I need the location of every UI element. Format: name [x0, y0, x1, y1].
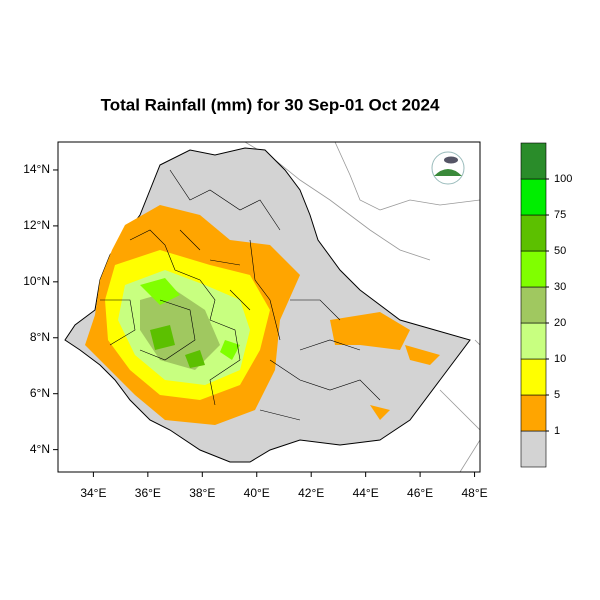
y-tick-label: 10°N: [23, 274, 50, 288]
y-tick-label: 8°N: [30, 330, 50, 344]
map-title: Total Rainfall (mm) for 30 Sep-01 Oct 20…: [101, 95, 440, 114]
region-border: [100, 169, 381, 421]
colorbar-box: [520, 286, 547, 324]
rain-area: [150, 325, 205, 368]
rain-area: [330, 312, 440, 420]
colorbar-box: [520, 250, 547, 288]
x-tick-label: 44°E: [353, 486, 379, 500]
colorbar-box: [520, 178, 547, 216]
colorbar-box: [520, 394, 547, 432]
x-tick-label: 38°E: [189, 486, 215, 500]
y-tick-label: 14°N: [23, 162, 50, 176]
x-tick-label: 36°E: [135, 486, 161, 500]
colorbar-box: [520, 430, 547, 468]
colorbar-label: 10: [554, 353, 566, 365]
x-tick-label: 46°E: [407, 486, 433, 500]
x-tick-label: 34°E: [80, 486, 106, 500]
x-tick-label: 40°E: [244, 486, 270, 500]
colorbar-box: [520, 142, 547, 180]
x-tick-label: 48°E: [461, 486, 487, 500]
colorbar-label: 100: [554, 173, 572, 185]
logo: [434, 169, 462, 176]
logo: [431, 151, 465, 185]
colorbar-label: 20: [554, 317, 566, 329]
y-tick-label: 6°N: [30, 386, 50, 400]
colorbar-label: 5: [554, 389, 560, 401]
colorbar: 1 5 10 20 30 50 75 100: [520, 142, 572, 468]
colorbar-box: [520, 214, 547, 252]
colorbar-box: [520, 358, 547, 396]
x-tick-label: 42°E: [298, 486, 324, 500]
colorbar-label: 50: [554, 245, 566, 257]
colorbar-label: 30: [554, 281, 566, 293]
colorbar-label: 1: [554, 425, 560, 437]
map-area: [64, 142, 480, 472]
rain-area: [140, 278, 240, 360]
colorbar-box: [520, 322, 547, 360]
y-tick-label: 12°N: [23, 218, 50, 232]
colorbar-label: 75: [554, 209, 566, 221]
y-tick-label: 4°N: [30, 442, 50, 456]
logo: [444, 156, 458, 164]
axes: 34°E 36°E 38°E 40°E 42°E 44°E 46°E 48°E 4°N 6°N 8°…: [23, 162, 487, 500]
neighbor-border: [244, 142, 480, 472]
map-frame: [57, 141, 481, 473]
